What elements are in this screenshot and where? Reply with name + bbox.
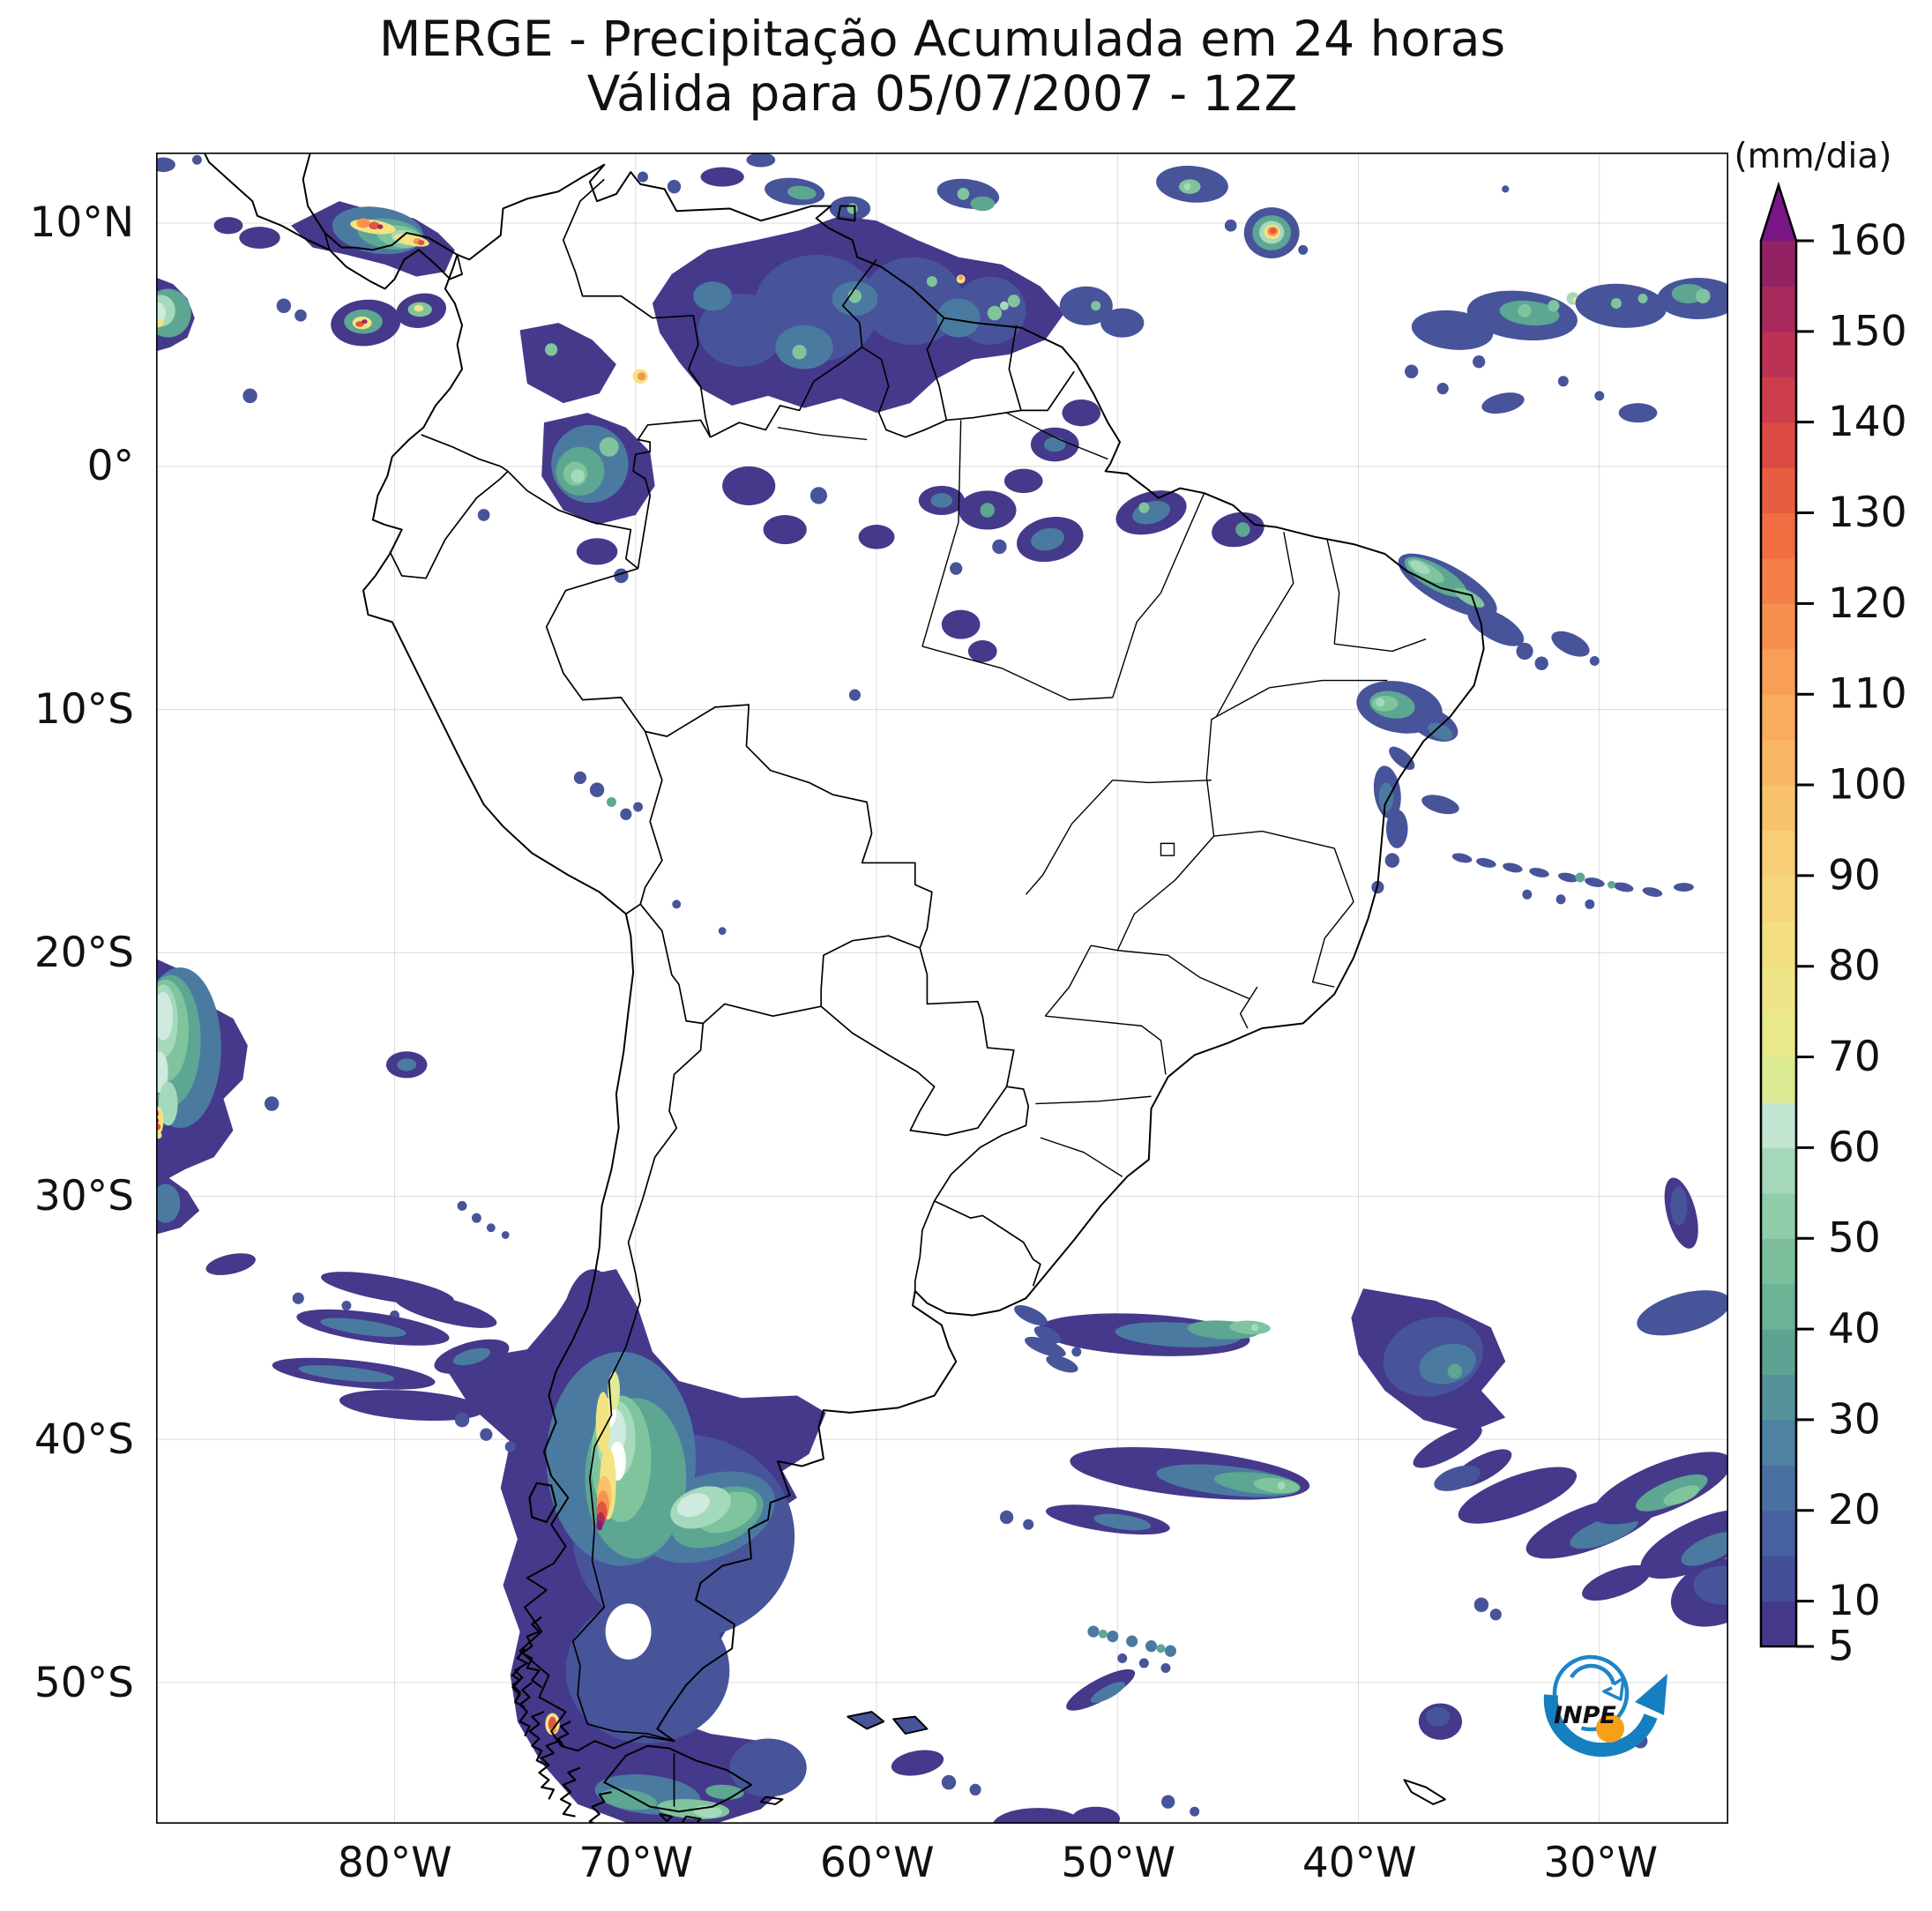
colorbar-segment xyxy=(1761,694,1796,741)
logo-swoosh-arrowhead xyxy=(1635,1674,1667,1715)
lat-tick-label: 10°S xyxy=(34,685,134,735)
colorbar-segment xyxy=(1761,1465,1796,1512)
colorbar-segment xyxy=(1761,1556,1796,1602)
lon-tick-label: 70°W xyxy=(578,1839,694,1887)
colorbar-tick-label: 20 xyxy=(1828,1486,1881,1534)
lat-tick-label: 40°S xyxy=(34,1415,134,1465)
lon-tick-label: 30°W xyxy=(1543,1839,1659,1887)
colorbar-tick-label: 40 xyxy=(1828,1305,1881,1354)
colorbar-segment xyxy=(1761,1056,1796,1103)
colorbar-segment xyxy=(1761,875,1796,922)
colorbar-tick-label: 90 xyxy=(1828,851,1881,900)
graticule xyxy=(156,153,1728,1824)
colorbar-segment xyxy=(1761,1101,1796,1148)
colorbar-segment xyxy=(1761,921,1796,967)
logo-inner-arrowhead xyxy=(1602,1676,1625,1701)
colorbar-tick-label: 70 xyxy=(1828,1033,1881,1081)
lat-tick-label: 50°S xyxy=(34,1659,134,1708)
colorbar-tick-label: 30 xyxy=(1828,1395,1881,1444)
colorbar-tick-label: 80 xyxy=(1828,942,1881,990)
lat-tick-label: 10°N xyxy=(29,198,134,248)
lon-tick-label: 50°W xyxy=(1061,1839,1176,1887)
colorbar-segment xyxy=(1761,1510,1796,1556)
colorbar-tick-label: 120 xyxy=(1828,579,1907,628)
coastlines-and-borders xyxy=(205,153,1484,1824)
colorbar-tick-label: 50 xyxy=(1828,1214,1881,1263)
colorbar-tick-label: 5 xyxy=(1828,1623,1854,1671)
colorbar-segment xyxy=(1761,1419,1796,1466)
colorbar-segment xyxy=(1761,241,1796,287)
colorbar-units-label: (mm/dia) xyxy=(1734,137,1892,176)
colorbar-segment xyxy=(1761,1601,1796,1647)
colorbar-segment xyxy=(1761,1283,1796,1330)
logo-inner-arc xyxy=(1570,1663,1616,1685)
colorbar-tick-label: 160 xyxy=(1828,217,1907,265)
logo-orange-ball xyxy=(1596,1714,1624,1743)
colorbar-segment xyxy=(1761,966,1796,1012)
colorbar-segment xyxy=(1761,1011,1796,1058)
lon-tick-label: 40°W xyxy=(1302,1839,1417,1887)
colorbar-segment xyxy=(1761,1374,1796,1421)
colorbar-tick-label: 150 xyxy=(1828,307,1907,355)
lon-tick-label: 60°W xyxy=(819,1839,935,1887)
colorbar-segment xyxy=(1761,1329,1796,1376)
inpe-logo: INPE xyxy=(1543,1654,1667,1758)
lat-tick-label: 0° xyxy=(86,442,134,491)
colorbar-segment xyxy=(1761,286,1796,332)
colorbar-segment xyxy=(1761,422,1796,468)
colorbar-segment xyxy=(1761,557,1796,604)
colorbar-tick-label: 140 xyxy=(1828,398,1907,446)
logo-text: INPE xyxy=(1554,1702,1616,1729)
colorbar-tick-label: 60 xyxy=(1828,1123,1881,1172)
colorbar-tick-label: 110 xyxy=(1828,670,1907,719)
lat-tick-label: 30°S xyxy=(34,1172,134,1221)
colorbar-segment xyxy=(1761,648,1796,695)
colorbar-segment xyxy=(1761,1192,1796,1239)
colorbar-segment xyxy=(1761,1147,1796,1194)
colorbar-segment xyxy=(1761,331,1796,377)
colorbar-segment xyxy=(1761,377,1796,423)
colorbar: 510 20 30 40 50 60 70 80 90 100 110 120 130 140 150 160 xyxy=(1759,181,1907,1671)
logo-swoosh xyxy=(1543,1694,1658,1758)
map-canvas xyxy=(156,153,1728,1824)
colorbar-tick-label: 100 xyxy=(1828,761,1907,810)
colorbar-segment xyxy=(1761,603,1796,650)
colorbar-segment xyxy=(1761,739,1796,786)
colorbar-segment xyxy=(1761,467,1796,514)
page-title: MERGE - Precipitação Acumulada em 24 hor… xyxy=(378,11,1506,67)
lon-tick-label: 80°W xyxy=(337,1839,452,1887)
colorbar-overflow-arrow xyxy=(1761,185,1796,241)
colorbar-segment xyxy=(1761,830,1796,877)
colorbar-segment xyxy=(1761,512,1796,559)
colorbar-tick-label: 130 xyxy=(1828,489,1907,537)
colorbar-segment xyxy=(1761,1238,1796,1285)
lat-tick-label: 20°S xyxy=(34,929,134,978)
colorbar-tick-label: 10 xyxy=(1828,1577,1881,1625)
precipitation-field xyxy=(156,153,1728,1824)
colorbar-segment xyxy=(1761,785,1796,832)
page-subtitle: Válida para 05/07/2007 - 12Z xyxy=(586,65,1298,122)
